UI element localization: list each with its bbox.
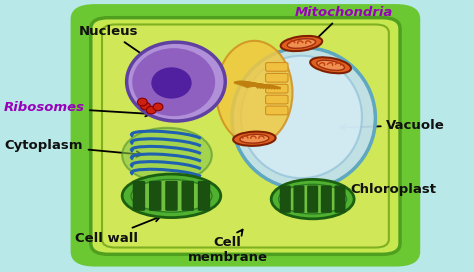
Ellipse shape [122,128,212,182]
Text: Cytoplasm: Cytoplasm [4,139,142,157]
Ellipse shape [233,132,275,146]
FancyBboxPatch shape [265,84,288,93]
FancyBboxPatch shape [280,186,291,213]
Text: Nucleus: Nucleus [79,25,172,75]
Ellipse shape [279,184,346,214]
FancyBboxPatch shape [102,24,389,248]
Ellipse shape [146,106,156,114]
FancyBboxPatch shape [321,186,332,213]
FancyBboxPatch shape [182,181,194,211]
Ellipse shape [241,56,362,178]
Ellipse shape [153,103,163,111]
Ellipse shape [317,60,345,70]
FancyBboxPatch shape [265,73,288,82]
Ellipse shape [127,42,225,121]
FancyBboxPatch shape [265,63,288,71]
Text: Ribosomes: Ribosomes [3,101,151,116]
FancyBboxPatch shape [198,181,210,211]
Ellipse shape [216,41,292,144]
FancyBboxPatch shape [335,186,346,213]
Ellipse shape [240,134,269,143]
Ellipse shape [131,180,212,212]
Ellipse shape [271,180,354,219]
Ellipse shape [287,39,316,48]
Ellipse shape [310,57,351,73]
FancyBboxPatch shape [71,4,420,267]
FancyBboxPatch shape [293,186,304,213]
Text: Cell
membrane: Cell membrane [188,230,267,264]
Text: Chloroplast: Chloroplast [327,183,437,196]
Ellipse shape [151,67,191,99]
Text: Cell wall: Cell wall [75,216,160,245]
FancyBboxPatch shape [91,18,400,254]
Ellipse shape [132,48,215,116]
Ellipse shape [137,98,147,106]
FancyBboxPatch shape [149,181,162,211]
Ellipse shape [281,36,322,51]
FancyBboxPatch shape [133,181,145,211]
Ellipse shape [122,174,221,218]
Text: Vacuole: Vacuole [340,119,445,132]
FancyBboxPatch shape [307,186,318,213]
Ellipse shape [232,48,375,189]
FancyBboxPatch shape [265,106,288,115]
FancyBboxPatch shape [265,95,288,104]
Ellipse shape [141,102,150,110]
FancyBboxPatch shape [165,181,178,211]
Text: Mitochondria: Mitochondria [295,6,393,46]
